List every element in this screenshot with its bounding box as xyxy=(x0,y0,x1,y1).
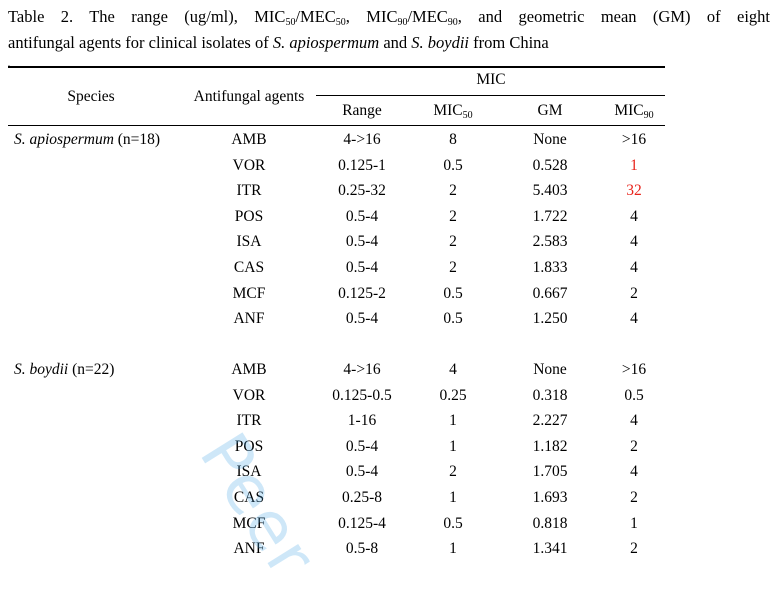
cell-agent: ANF xyxy=(233,540,265,558)
header-antifungal-agents: Antifungal agents xyxy=(193,88,305,105)
cell-agent: ITR xyxy=(236,412,262,430)
cell-mic90: 2 xyxy=(630,540,638,558)
cell-mic50: 0.5 xyxy=(443,156,463,174)
cell-mic50: 1 xyxy=(449,540,457,558)
cell-mic50: 0.5 xyxy=(443,284,463,302)
cell-range: 0.125-4 xyxy=(338,514,386,532)
cell-gm: 1.182 xyxy=(532,437,568,455)
species-label-boydii: S. boydii (n=22) xyxy=(14,361,115,378)
cell-agent: CAS xyxy=(233,489,265,506)
cell-gm: 1.833 xyxy=(532,259,568,276)
header-mic-group: MIC xyxy=(476,71,506,88)
cell-agent: ISA xyxy=(236,233,262,251)
caption-dot: . xyxy=(8,59,10,68)
cell-mic90: 2 xyxy=(630,489,638,506)
cell-mic90: 32 xyxy=(626,182,642,200)
caption-species-2: S. boydii xyxy=(411,33,470,52)
cell-gm: 0.318 xyxy=(532,386,568,404)
species-label-apiospermum: S. apiospermum (n=18) xyxy=(14,131,161,148)
cell-range: 0.5-8 xyxy=(345,540,379,558)
cell-gm: 0.667 xyxy=(532,284,568,302)
cell-range: 0.125-1 xyxy=(338,156,386,174)
cell-range: 0.5-4 xyxy=(345,310,379,328)
cell-range: 0.25-32 xyxy=(338,182,386,200)
cell-range: 0.5-4 xyxy=(345,259,379,276)
cell-mic90: 1 xyxy=(630,514,638,532)
cell-range: 0.5-4 xyxy=(345,207,379,225)
cell-gm: 0.818 xyxy=(532,514,568,532)
cell-range: 0.125-0.5 xyxy=(332,386,392,404)
cell-mic50: 1 xyxy=(449,437,457,455)
cell-gm: 1.705 xyxy=(532,463,568,481)
cell-gm: 2.583 xyxy=(532,233,568,251)
cell-mic90: 0.5 xyxy=(624,386,644,404)
cell-mic90: >16 xyxy=(621,131,647,148)
cell-mic90: 2 xyxy=(630,437,638,455)
cell-agent: AMB xyxy=(231,361,267,378)
cell-mic50: 4 xyxy=(449,361,457,378)
cell-mic90: 4 xyxy=(630,463,638,481)
cell-range: 0.25-8 xyxy=(341,489,383,506)
cell-gm: 1.250 xyxy=(532,310,568,328)
cell-agent: VOR xyxy=(232,386,266,404)
cell-mic50: 0.5 xyxy=(443,514,463,532)
cell-agent: MCF xyxy=(232,514,266,532)
header-gm: GM xyxy=(537,102,563,119)
cell-mic50: 8 xyxy=(449,131,457,148)
header-range: Range xyxy=(342,102,382,119)
cell-mic90: >16 xyxy=(621,361,647,378)
cell-mic50: 2 xyxy=(449,233,457,251)
cell-mic50: 2 xyxy=(449,207,457,225)
cell-agent: POS xyxy=(234,207,264,225)
cell-mic90: 2 xyxy=(630,284,638,302)
caption-species-1: S. apiospermum xyxy=(272,33,380,52)
header-species: Species xyxy=(67,88,115,105)
cell-mic50: 2 xyxy=(449,259,457,276)
cell-range: 0.125-2 xyxy=(338,284,386,302)
cell-mic90: 4 xyxy=(630,310,638,328)
cell-agent: POS xyxy=(234,437,264,455)
cell-gm: 1.693 xyxy=(532,489,568,506)
cell-agent: AMB xyxy=(231,131,267,148)
table-caption: Table 2. The range (ug/ml), MIC50/MEC50,… xyxy=(8,4,770,56)
cell-gm: None xyxy=(533,131,567,148)
cell-gm: 1.722 xyxy=(532,207,568,225)
cell-agent: MCF xyxy=(232,284,266,302)
header-mic90: MIC90 xyxy=(614,102,654,121)
cell-mic50: 2 xyxy=(449,182,457,200)
header-mic50: MIC50 xyxy=(433,102,473,121)
cell-gm: 1.341 xyxy=(532,540,568,558)
cell-gm: 2.227 xyxy=(532,412,568,430)
cell-agent: ANF xyxy=(233,310,265,328)
cell-range: 0.5-4 xyxy=(345,233,379,251)
cell-mic90: 4 xyxy=(630,207,638,225)
cell-agent: VOR xyxy=(232,156,266,174)
cell-mic50: 2 xyxy=(449,463,457,481)
cell-mic50: 0.5 xyxy=(443,310,463,328)
caption-line-1: Table 2. The range (ug/ml), MIC50/MEC50,… xyxy=(8,7,770,28)
cell-gm: None xyxy=(533,361,567,378)
cell-range: 4->16 xyxy=(343,361,381,378)
cell-mic90: 4 xyxy=(630,412,638,430)
mic-group-rule xyxy=(316,95,665,96)
caption-line-2: antifungal agents for clinical isolates … xyxy=(8,33,549,52)
cell-range: 0.5-4 xyxy=(345,463,379,481)
cell-mic90: 4 xyxy=(630,259,638,276)
cell-range: 4->16 xyxy=(343,131,381,148)
cell-agent: ITR xyxy=(236,182,262,200)
cell-mic50: 1 xyxy=(449,489,457,506)
cell-mic90: 4 xyxy=(630,233,638,251)
cell-gm: 5.403 xyxy=(532,182,568,200)
cell-mic50: 0.25 xyxy=(439,386,467,404)
table-top-rule xyxy=(8,66,665,68)
header-bottom-rule xyxy=(8,125,665,126)
cell-agent: ISA xyxy=(236,463,262,481)
cell-mic50: 1 xyxy=(449,412,457,430)
cell-gm: 0.528 xyxy=(532,156,568,174)
cell-range: 1-16 xyxy=(347,412,377,430)
cell-agent: CAS xyxy=(233,259,265,276)
cell-mic90: 1 xyxy=(630,156,638,174)
cell-range: 0.5-4 xyxy=(345,437,379,455)
